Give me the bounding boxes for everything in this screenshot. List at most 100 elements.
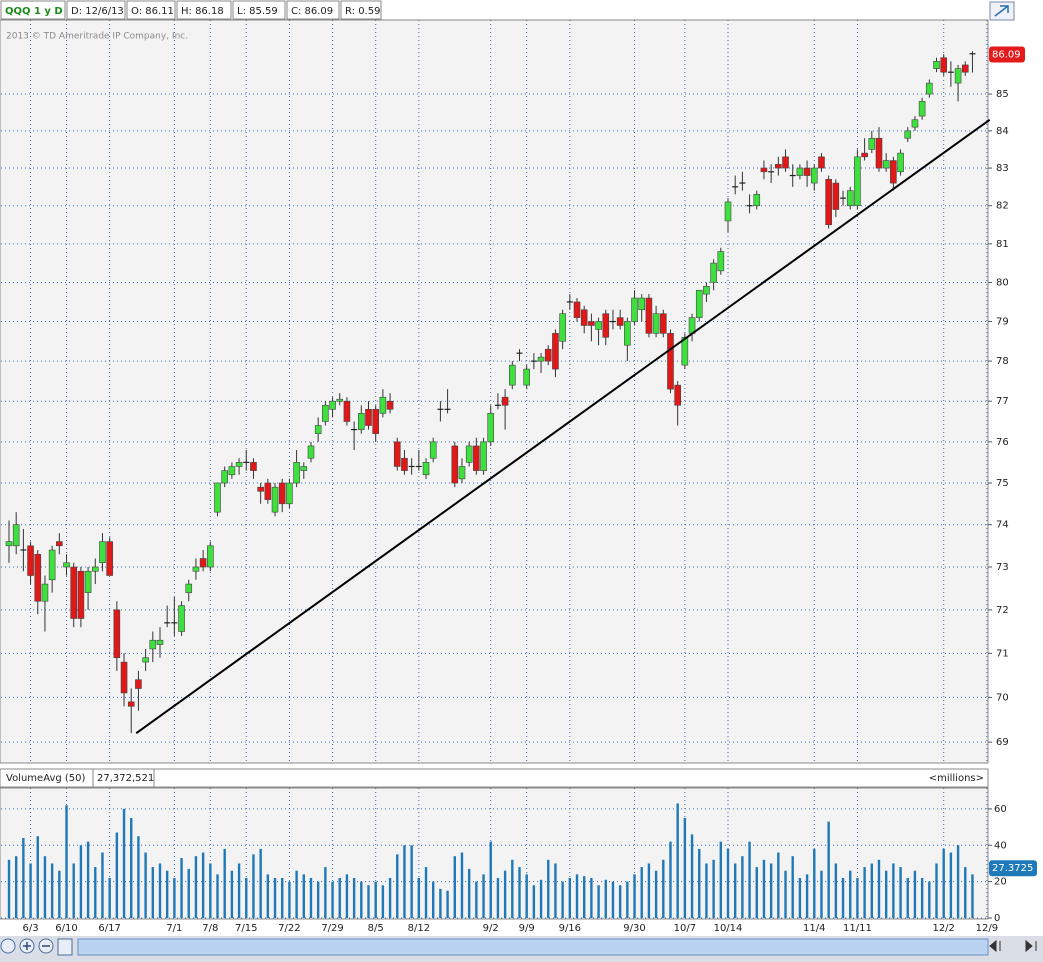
volume-bar xyxy=(575,874,579,918)
x-tick-label: 9/2 xyxy=(483,923,499,934)
volume-bar xyxy=(14,856,18,918)
candle-body xyxy=(300,466,308,471)
y-tick-label: 73 xyxy=(996,562,1009,573)
scroll-start-button[interactable] xyxy=(1025,939,1037,953)
candle-body xyxy=(904,130,912,139)
volume-bar xyxy=(539,879,543,918)
candle-body xyxy=(674,384,681,406)
y-tick-label: 74 xyxy=(996,520,1009,531)
candle-body xyxy=(156,639,164,645)
x-tick-label: 6/3 xyxy=(23,923,39,934)
volume-bar xyxy=(22,838,25,918)
zoom-reset-button[interactable] xyxy=(0,938,16,954)
candle-body xyxy=(918,101,926,117)
candle-body xyxy=(667,333,674,390)
candle-body xyxy=(343,400,351,422)
candle-body xyxy=(796,167,804,176)
volume-bar xyxy=(403,845,406,918)
header-cell xyxy=(126,0,176,20)
candle-body xyxy=(480,441,487,471)
volume-bar xyxy=(956,845,960,918)
x-tick-label: 7/22 xyxy=(278,923,300,934)
average-tag-label: 27.3725 xyxy=(992,863,1033,874)
candle-body xyxy=(286,482,293,505)
y-tick-label: 71 xyxy=(996,648,1009,659)
volume-bar xyxy=(683,818,687,918)
candle-body xyxy=(142,657,149,663)
candle-body xyxy=(56,541,63,547)
volume-bar xyxy=(525,874,528,918)
candle-body xyxy=(854,156,861,207)
volume-bar xyxy=(72,863,75,918)
x-tick-label: 7/29 xyxy=(321,923,343,934)
candle-body xyxy=(710,262,717,283)
volume-bar xyxy=(813,848,816,918)
candle-body xyxy=(250,462,257,471)
volume-bar xyxy=(65,805,68,918)
y-tick-label: 77 xyxy=(996,396,1009,407)
volume-bar xyxy=(266,874,270,918)
x-tick-label: 12/2 xyxy=(932,923,954,934)
candle-body xyxy=(214,482,221,513)
candle-body xyxy=(365,409,372,426)
volume-bar xyxy=(187,868,190,918)
volume-bar xyxy=(633,874,636,918)
header-text: H: 86.18 xyxy=(181,6,224,17)
candle-body xyxy=(652,313,660,334)
volume-bar xyxy=(597,885,600,918)
volume-bar xyxy=(295,870,298,918)
volume-bar xyxy=(273,878,277,918)
candle-body xyxy=(782,156,789,169)
volume-bar xyxy=(554,863,557,918)
candle-body xyxy=(825,179,832,226)
candle-body xyxy=(537,356,545,362)
candle-body xyxy=(552,333,559,370)
y-tick-label: 75 xyxy=(996,478,1009,489)
candle-body xyxy=(595,321,602,330)
y-tick-label: 69 xyxy=(996,737,1009,748)
candle-body xyxy=(70,566,78,619)
candle-body xyxy=(63,562,70,568)
volume-bar xyxy=(439,888,442,918)
candle-body xyxy=(753,194,761,207)
header-text: QQQ 1 y D xyxy=(5,6,63,17)
volume-bar xyxy=(101,852,104,918)
candle-body xyxy=(149,639,157,650)
scrollbar[interactable] xyxy=(77,938,989,956)
candle-body xyxy=(228,466,236,476)
volume-bar xyxy=(302,874,305,918)
candle-body xyxy=(336,398,344,402)
volume-bar xyxy=(122,808,126,918)
volume-bar xyxy=(446,890,449,918)
volume-bar xyxy=(827,821,830,918)
pan-button[interactable] xyxy=(57,938,73,956)
volume-bar xyxy=(906,878,909,918)
candle-body xyxy=(127,701,135,707)
x-tick-label: 7/15 xyxy=(235,923,257,934)
scroll-end-button[interactable] xyxy=(989,939,1001,953)
candle-body xyxy=(659,313,667,334)
candle-body xyxy=(703,286,710,295)
volume-unit: <millions> xyxy=(929,773,984,784)
candle-body xyxy=(487,413,495,443)
candle-body xyxy=(832,182,840,210)
volume-bar xyxy=(626,881,629,918)
candle-body xyxy=(961,64,969,73)
y-tick-label: 72 xyxy=(996,605,1009,616)
y-tick-label: 79 xyxy=(996,317,1009,328)
volume-bar xyxy=(331,881,334,918)
x-tick-label: 7/8 xyxy=(202,923,218,934)
candle-body xyxy=(868,137,876,150)
volume-bar xyxy=(108,878,111,918)
volume-bar xyxy=(7,859,11,918)
volume-bar xyxy=(36,836,39,918)
y-tick-label: 40 xyxy=(994,840,1007,851)
volume-bar xyxy=(892,863,895,918)
volume-bar xyxy=(863,867,866,918)
candle-body xyxy=(645,297,653,334)
volume-header xyxy=(0,768,989,788)
volume-bar xyxy=(345,874,349,918)
x-tick-label: 9/9 xyxy=(519,923,535,934)
candle-body xyxy=(221,470,228,484)
volume-bar xyxy=(784,870,787,918)
